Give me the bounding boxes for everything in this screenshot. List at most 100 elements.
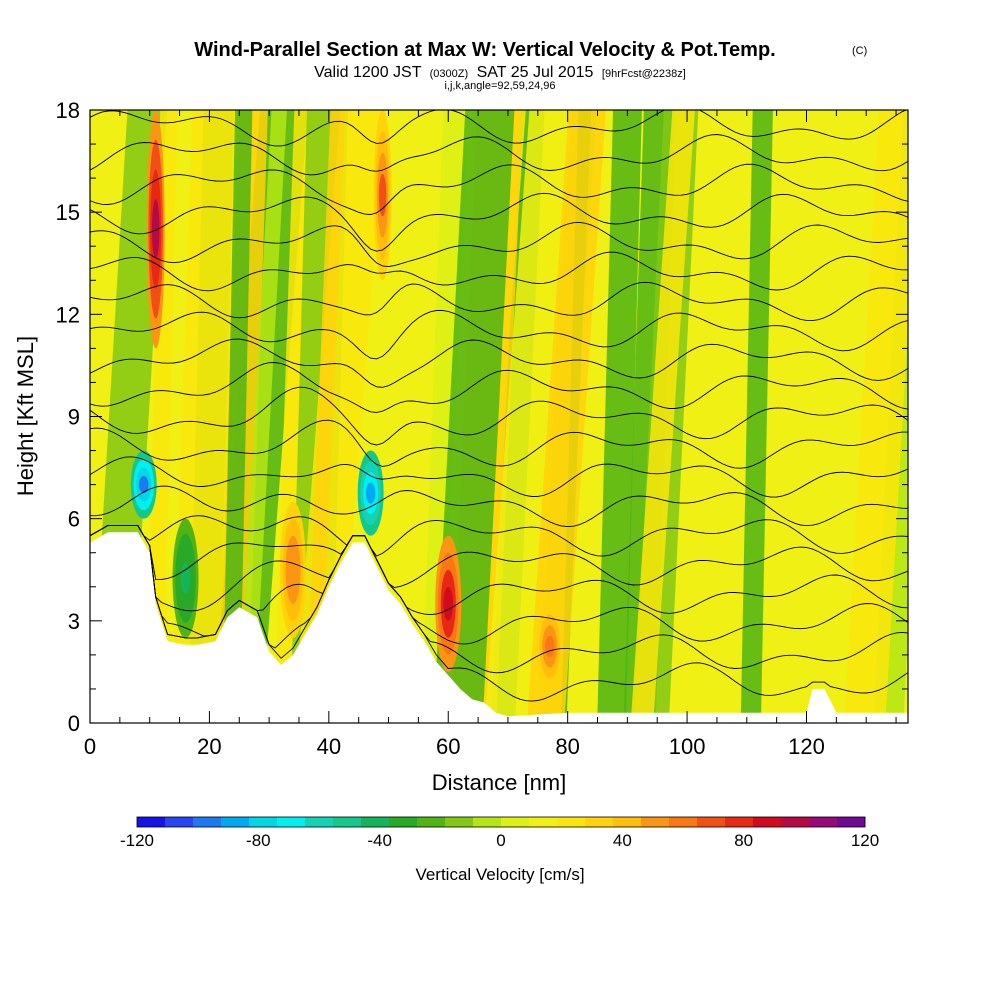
x-tick-label: 60: [436, 734, 460, 759]
colorbar-frame: [136, 816, 866, 828]
colorbar-swatch: [585, 817, 614, 827]
x-tick-label: 0: [84, 734, 96, 759]
theta-contour-line: [90, 515, 908, 557]
colorbar-swatch: [277, 817, 306, 827]
updraft-core: [151, 199, 160, 259]
velocity-streak: [844, 110, 908, 723]
colorbar-swatch: [333, 817, 362, 827]
updraft-core: [443, 586, 453, 621]
colorbar-swatch: [641, 817, 670, 827]
x-axis-label: Distance [nm]: [432, 770, 567, 795]
x-tick-label: 20: [197, 734, 221, 759]
colorbar-swatch: [417, 817, 446, 827]
theta-contour-line: [90, 110, 907, 147]
velocity-streak: [740, 110, 773, 723]
velocity-streak: [677, 110, 727, 723]
theta-contour-line: [90, 525, 908, 616]
y-tick-label: 12: [56, 302, 80, 327]
theta-contour-line: [90, 281, 908, 322]
colorbar-swatch: [501, 817, 530, 827]
downdraft-core: [138, 476, 149, 494]
y-axis-label: Height [Kft MSL]: [13, 336, 38, 496]
updraft-core: [378, 173, 387, 217]
colorbar-tick-label: 0: [496, 831, 505, 850]
theta-contour-line: [90, 456, 908, 498]
updraft-core: [545, 635, 555, 658]
chart-title: Wind-Parallel Section at Max W: Vertical…: [194, 39, 775, 61]
colorbar-swatch: [781, 817, 810, 827]
velocity-streak: [484, 110, 572, 723]
subtitle-valid: Valid 1200 JST: [314, 64, 422, 81]
colorbar-swatch: [725, 817, 754, 827]
y-tick-label: 6: [68, 507, 80, 532]
colorbar-swatch: [753, 817, 782, 827]
colorbar-swatch: [445, 817, 474, 827]
colorbar-tick-label: -80: [246, 831, 271, 850]
theta-contour-line: [90, 251, 908, 292]
colorbar-swatch: [669, 817, 698, 827]
velocity-streak: [305, 110, 346, 723]
colorbar-swatch: [529, 817, 558, 827]
velocity-streak: [238, 110, 287, 723]
colorbar-tick-label: 80: [734, 831, 753, 850]
theta-contour-line: [90, 485, 908, 528]
theta-contour-line: [90, 419, 908, 469]
colorbar-swatch: [473, 817, 502, 827]
colorbar-swatch: [557, 817, 586, 827]
plot-area: [90, 110, 908, 723]
theta-contour-line: [90, 525, 908, 589]
axis-ticks: [89, 109, 908, 724]
x-tick-labels: 0 20 40 60 80 100 120: [84, 734, 825, 759]
subtitle-utc: (0300Z): [430, 68, 469, 80]
colorbar-swatch: [613, 817, 642, 827]
chart-subtitle: Valid 1200 JST (0300Z) SAT 25 Jul 2015 […: [314, 64, 686, 81]
y-tick-label: 18: [56, 98, 80, 123]
y-tick-label: 9: [68, 405, 80, 430]
y-tick-labels: 0 3 6 9 12 15 18: [56, 98, 80, 736]
colorbar-swatch: [837, 817, 866, 827]
colorbar-tick-label: 120: [851, 831, 879, 850]
colorbar-swatch: [361, 817, 390, 827]
colorbar-tick-label: -40: [367, 831, 392, 850]
theta-contour-line: [90, 338, 908, 388]
terrain: [90, 532, 908, 723]
colorbar-swatch: [221, 817, 250, 827]
velocity-streak: [222, 110, 253, 723]
downdraft-core: [365, 482, 376, 504]
y-tick-label: 0: [68, 711, 80, 736]
velocity-streak: [527, 110, 606, 723]
colorbar-swatch: [165, 817, 194, 827]
colorbar: [136, 816, 866, 828]
x-tick-label: 120: [788, 734, 825, 759]
title-mark: (C): [852, 45, 867, 57]
theta-contour-line: [90, 221, 908, 268]
colorbar-tick-label: -120: [120, 831, 154, 850]
subtitle-forecast: [9hrFcst@2238z]: [602, 68, 686, 80]
colorbar-label: Vertical Velocity [cm/s]: [415, 865, 584, 884]
colorbar-swatch: [697, 817, 726, 827]
y-tick-label: 15: [56, 200, 80, 225]
theta-contour-line: [90, 192, 908, 252]
x-tick-label: 40: [317, 734, 341, 759]
subtitle-date: SAT 25 Jul 2015: [477, 64, 594, 81]
colorbar-tick-label: 40: [613, 831, 632, 850]
y-tick-label: 3: [68, 609, 80, 634]
colorbar-swatch: [809, 817, 838, 827]
theta-contour-line: [90, 386, 908, 446]
colorbar-swatch: [389, 817, 418, 827]
colorbar-swatch: [137, 817, 166, 827]
theta-contours: [90, 110, 908, 702]
theta-contour-line: [90, 163, 908, 215]
velocity-streak: [597, 110, 642, 723]
theta-contour-line: [90, 362, 908, 413]
colorbar-tick-labels: -120 -80 -40 0 40 80 120: [120, 831, 879, 850]
colorbar-swatch: [193, 817, 222, 827]
x-tick-label: 80: [555, 734, 579, 759]
theta-contour-line: [90, 525, 908, 645]
updraft-core: [288, 552, 298, 587]
velocity-streak: [630, 110, 695, 723]
colorbar-swatch: [305, 817, 334, 827]
theta-contour-line: [90, 309, 908, 360]
theta-contour-line: [90, 134, 908, 176]
